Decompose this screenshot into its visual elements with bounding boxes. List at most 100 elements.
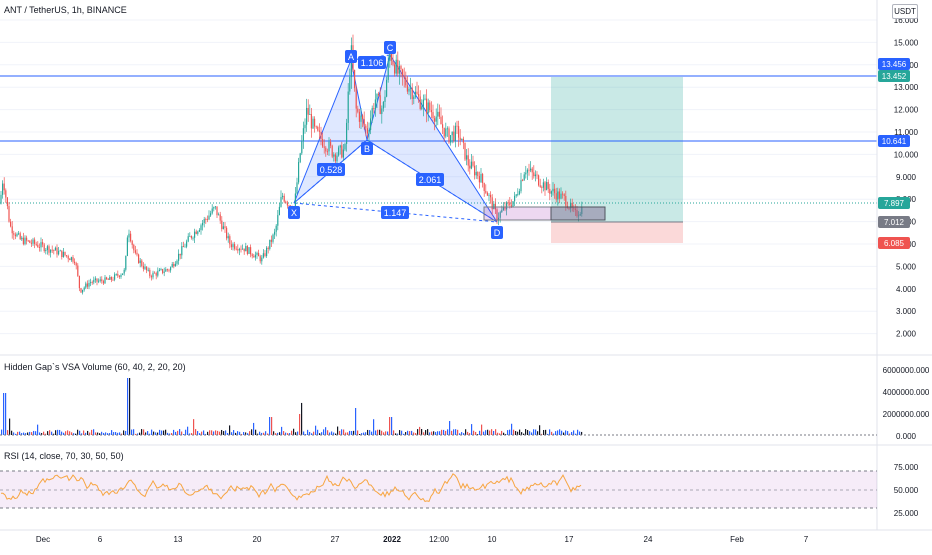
volume-bar <box>565 430 567 435</box>
price-badge: 10.641 <box>878 135 910 147</box>
volume-bar <box>293 428 295 435</box>
volume-bar <box>99 433 101 435</box>
candle <box>341 141 343 159</box>
candle <box>45 248 47 255</box>
volume-bar <box>1 429 3 435</box>
rsi-legend[interactable]: RSI (14, close, 70, 30, 50, 50) <box>4 451 124 461</box>
volume-bar <box>549 429 551 435</box>
currency-button[interactable]: USDT <box>892 4 918 19</box>
pattern-xd-line <box>293 202 498 223</box>
volume-bar <box>445 430 447 435</box>
candle <box>242 244 244 250</box>
volume-bar <box>309 431 311 435</box>
candle <box>536 171 538 180</box>
grid <box>0 19 877 335</box>
candle <box>26 235 28 245</box>
candle <box>171 261 173 268</box>
candle <box>328 137 330 156</box>
time-axis[interactable]: Dec 6 13 20 27 2022 12:00 10 17 24 Feb 7 <box>36 535 809 544</box>
candle <box>117 270 119 278</box>
candle <box>387 55 389 83</box>
volume-bar <box>193 419 195 435</box>
candle <box>56 244 58 258</box>
rsi-line[interactable] <box>1 473 582 502</box>
volume-bar <box>229 425 231 435</box>
candle <box>59 249 61 252</box>
candle <box>211 204 213 215</box>
candle <box>122 273 124 276</box>
candle <box>58 246 60 256</box>
candle <box>286 200 288 209</box>
current-range-box[interactable] <box>550 206 606 221</box>
volume-bar <box>263 432 265 435</box>
profit-zone[interactable] <box>551 77 683 222</box>
volume-bar <box>41 433 43 435</box>
volume-bar <box>571 431 573 435</box>
candle <box>302 121 304 149</box>
price-tick-label: 4.000 <box>896 285 917 294</box>
volume-histogram[interactable] <box>1 378 583 435</box>
volume-axis[interactable]: 6000000.000 4000000.000 2000000.000 0.000 <box>883 366 930 441</box>
candle <box>267 246 269 254</box>
candle <box>525 165 527 179</box>
candle <box>376 93 378 109</box>
volume-bar <box>575 433 577 435</box>
candle <box>392 53 394 67</box>
volume-bar <box>515 431 517 435</box>
volume-bar <box>183 433 185 435</box>
svg-text:D: D <box>494 228 501 238</box>
volume-bar <box>555 431 557 435</box>
volume-bar <box>547 433 549 435</box>
volume-legend[interactable]: Hidden Gap`s VSA Volume (60, 40, 2, 20, … <box>4 362 186 372</box>
candle <box>312 116 314 129</box>
rsi-axis[interactable]: 75.000 50.000 25.000 <box>894 463 919 518</box>
candle <box>461 138 463 141</box>
candle <box>40 237 42 252</box>
candle <box>11 221 13 239</box>
candle <box>141 259 143 268</box>
loss-zone[interactable] <box>551 222 683 243</box>
volume-bar <box>279 432 281 435</box>
candle <box>253 253 255 258</box>
volume-bar <box>577 429 579 435</box>
price-badge-label: 7.897 <box>884 199 905 208</box>
candle <box>109 275 111 281</box>
candle <box>69 257 71 261</box>
volume-bar <box>207 431 209 435</box>
candlestick-series[interactable] <box>0 34 583 295</box>
volume-bar <box>159 429 161 435</box>
volume-bar <box>149 433 151 435</box>
candle <box>67 254 69 263</box>
candle <box>138 253 140 264</box>
volume-bar <box>523 433 525 435</box>
candle <box>360 108 362 130</box>
candle <box>274 228 276 240</box>
volume-bar <box>305 433 307 435</box>
volume-bar <box>321 432 323 435</box>
harmonic-pattern[interactable] <box>293 53 498 223</box>
volume-bar <box>117 432 119 435</box>
candle <box>75 261 77 270</box>
candle <box>558 188 560 204</box>
candle <box>450 135 452 146</box>
volume-bar <box>387 431 389 435</box>
candle <box>34 237 36 249</box>
candle <box>568 207 570 211</box>
volume-bar <box>345 432 347 435</box>
time-tick-label: 7 <box>804 535 809 544</box>
volume-bar <box>63 432 65 435</box>
symbol-legend[interactable]: ANT / TetherUS, 1h, BINANCE <box>4 5 127 15</box>
volume-bar <box>247 433 249 435</box>
candle <box>462 136 464 150</box>
volume-bar <box>383 432 385 435</box>
candle <box>192 236 194 241</box>
candle <box>230 240 232 251</box>
volume-bar <box>365 432 367 435</box>
volume-bar <box>91 429 93 435</box>
volume-bar <box>119 432 121 435</box>
volume-bar <box>439 431 441 435</box>
candle <box>32 237 34 246</box>
volume-bar <box>361 433 363 435</box>
